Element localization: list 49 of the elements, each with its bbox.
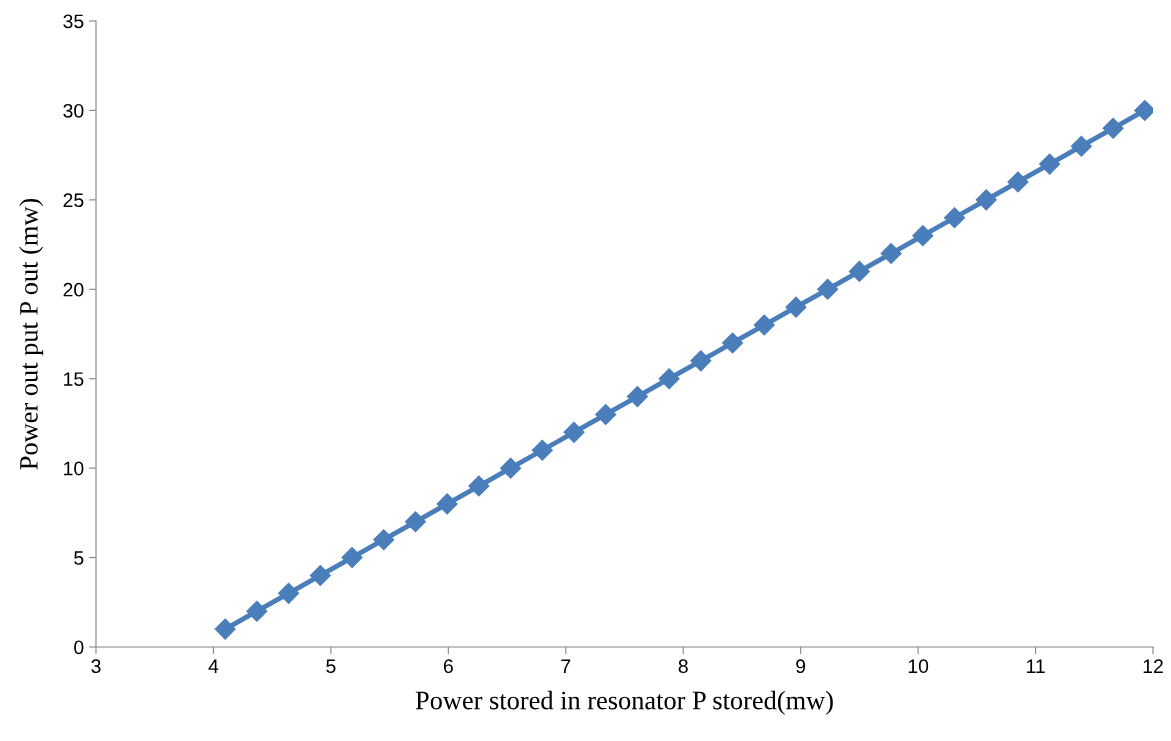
point	[944, 207, 966, 229]
x-tick-label: 10	[908, 659, 929, 674]
point	[373, 529, 395, 551]
y-tick-label: 20	[63, 282, 84, 297]
x-axis-title: Power stored in resonator P stored(mw)	[415, 690, 833, 715]
y-tick-label: 10	[64, 461, 84, 476]
y-tick-label: 25	[63, 193, 84, 208]
point	[785, 296, 807, 318]
point	[404, 511, 426, 533]
point	[341, 547, 363, 569]
point	[1102, 117, 1124, 139]
x-tick-label: 7	[561, 659, 571, 673]
point	[1039, 153, 1061, 175]
point	[246, 600, 268, 622]
point	[309, 564, 331, 586]
point	[436, 493, 458, 515]
point	[817, 278, 839, 300]
point	[468, 475, 490, 497]
point	[1007, 171, 1029, 193]
x-tick-label: 5	[326, 659, 336, 674]
y-tick-label: 15	[64, 372, 84, 386]
point	[848, 260, 870, 282]
x-tick-label: 9	[796, 659, 806, 674]
y-axis-title: Power out put P out (mw)	[19, 198, 44, 470]
point	[658, 368, 680, 390]
point	[753, 314, 775, 336]
point	[531, 439, 553, 461]
y-tick-label: 30	[63, 103, 84, 118]
point	[690, 350, 712, 372]
y-tick-label: 5	[74, 551, 84, 565]
x-tick-label: 8	[678, 659, 688, 674]
point	[278, 582, 300, 604]
x-tick-label: 3	[91, 659, 101, 674]
y-tick-label: 0	[74, 640, 84, 655]
x-tick-label: 12	[1143, 659, 1163, 673]
point	[912, 225, 934, 247]
y-tick-label: 35	[63, 14, 84, 29]
point	[214, 618, 236, 640]
point	[595, 403, 617, 426]
point	[626, 386, 648, 408]
point	[1070, 135, 1092, 157]
point	[722, 332, 744, 354]
x-tick-label: 6	[443, 659, 453, 674]
point	[500, 457, 522, 479]
point	[563, 421, 585, 443]
x-tick-label: 4	[208, 659, 219, 673]
point	[880, 242, 902, 265]
point	[975, 189, 997, 211]
x-tick-label: 11	[1026, 659, 1045, 673]
